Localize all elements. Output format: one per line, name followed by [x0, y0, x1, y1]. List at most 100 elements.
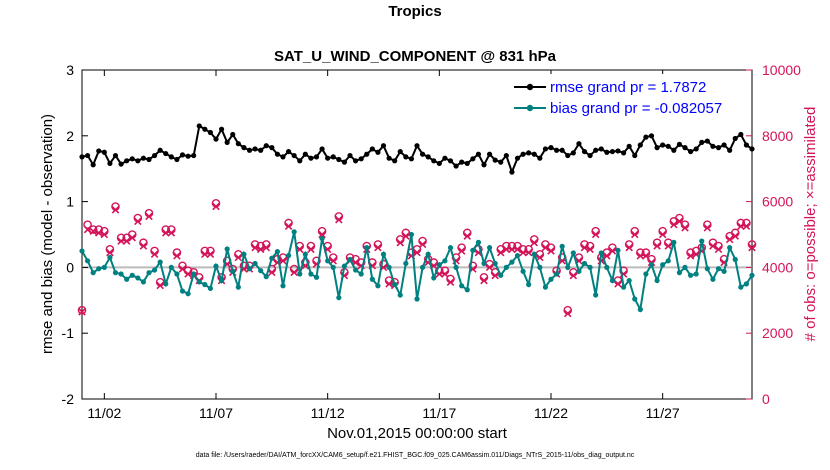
bias-point	[486, 245, 493, 251]
rmse-point	[129, 156, 135, 162]
obs-assimilated-point	[463, 232, 472, 240]
rmse-point	[369, 146, 375, 152]
obs-assimilated-point	[106, 248, 114, 257]
rmse-point	[615, 148, 621, 154]
rmse-point	[570, 150, 576, 156]
bias-point	[699, 238, 705, 244]
x-tick-label: 11/07	[199, 405, 233, 421]
bias-point	[721, 268, 727, 274]
bias-point	[269, 255, 275, 261]
rmse-point	[336, 156, 342, 163]
obs-assimilated-point	[318, 230, 326, 239]
bias-point	[414, 296, 420, 302]
y-left-tick-label: 2	[66, 128, 74, 144]
obs-assimilated-point	[94, 229, 103, 237]
rmse-point	[553, 147, 560, 153]
obs-assimilated-point	[329, 257, 338, 265]
rmse-point	[313, 154, 320, 160]
rmse-point	[302, 151, 308, 157]
bias-point	[643, 271, 649, 277]
y-left-tick-label: -2	[62, 391, 75, 407]
obs-assimilated-point	[636, 252, 645, 260]
rmse-point	[632, 152, 638, 159]
rmse-point	[168, 154, 174, 160]
bias-point	[609, 277, 616, 284]
rmse-point	[135, 158, 141, 164]
legend-box	[506, 74, 746, 120]
bias-point	[620, 284, 627, 290]
obs-assimilated-point	[681, 224, 689, 232]
bias-point	[419, 264, 426, 270]
rmse-point	[224, 139, 230, 145]
bias-point	[475, 239, 482, 245]
obs-assimilated-point	[374, 243, 382, 252]
obs-assimilated-point	[234, 253, 243, 262]
bias-point	[375, 283, 381, 289]
rmse-point	[157, 147, 163, 153]
bias-point	[246, 266, 253, 272]
bias-point	[213, 263, 219, 269]
rmse-point	[107, 160, 113, 167]
obs-assimilated-point	[413, 248, 421, 257]
obs-assimilated-point	[184, 270, 192, 278]
plot-frame	[81, 69, 753, 400]
bias-point	[168, 264, 174, 270]
rmse-point	[676, 141, 683, 147]
bias-point	[308, 271, 314, 277]
rmse-point	[453, 163, 459, 169]
obs-assimilated-point	[725, 235, 734, 244]
bias-point	[163, 281, 169, 287]
rmse-point	[459, 159, 465, 165]
y-right-tick-label: 6000	[762, 194, 793, 210]
bias-point	[397, 292, 403, 298]
bias-point	[313, 274, 320, 280]
rmse-point	[163, 150, 169, 157]
rmse-point	[140, 155, 147, 161]
rmse-point	[96, 148, 102, 154]
bias-point	[470, 247, 476, 253]
obs-assimilated-series	[78, 202, 756, 318]
y-right-tick-label: 2000	[762, 325, 793, 341]
rmse-point	[124, 158, 130, 164]
obs-assimilated-point	[134, 217, 142, 226]
obs-assimilated-point	[502, 245, 511, 254]
legend-rmse-marker	[526, 83, 534, 91]
bias-point	[129, 272, 135, 278]
rmse-point	[660, 142, 666, 148]
obs-assimilated-point	[279, 257, 287, 265]
rmse-series	[79, 123, 755, 175]
rmse-point	[486, 151, 493, 157]
bias-point	[553, 271, 560, 277]
rmse-point	[526, 150, 532, 156]
y-right-tick-label: 4000	[762, 259, 793, 275]
obs-assimilated-point	[256, 245, 265, 254]
bias-point	[436, 262, 442, 268]
rmse-point	[682, 145, 688, 151]
rmse-point	[620, 150, 627, 156]
rmse-point	[503, 152, 509, 159]
bias-point	[207, 285, 214, 292]
obs-assimilated-point	[513, 245, 522, 254]
rmse-point	[548, 145, 554, 151]
rmse-point	[174, 156, 180, 163]
rmse-point	[112, 152, 119, 159]
bias-point	[252, 260, 258, 267]
bias-point	[202, 281, 208, 288]
obs-assimilated-point	[709, 242, 717, 250]
bias-point	[587, 264, 593, 270]
obs-assimilated-point	[335, 215, 343, 224]
bias-point	[369, 276, 375, 282]
obs-assimilated-point	[150, 250, 159, 259]
rmse-point	[643, 134, 649, 140]
rmse-point	[151, 152, 158, 159]
obs-assimilated-point	[547, 247, 555, 255]
rmse-point	[179, 152, 186, 158]
bias-point	[447, 245, 454, 251]
x-axis-label: Nov.01,2015 00:00:00 start	[327, 425, 508, 442]
obs-assimilated-point	[457, 247, 466, 255]
bias-point	[693, 271, 699, 277]
rmse-point	[330, 154, 336, 160]
bias-point	[336, 295, 342, 301]
rmse-point	[576, 141, 582, 147]
bias-point	[671, 239, 677, 245]
